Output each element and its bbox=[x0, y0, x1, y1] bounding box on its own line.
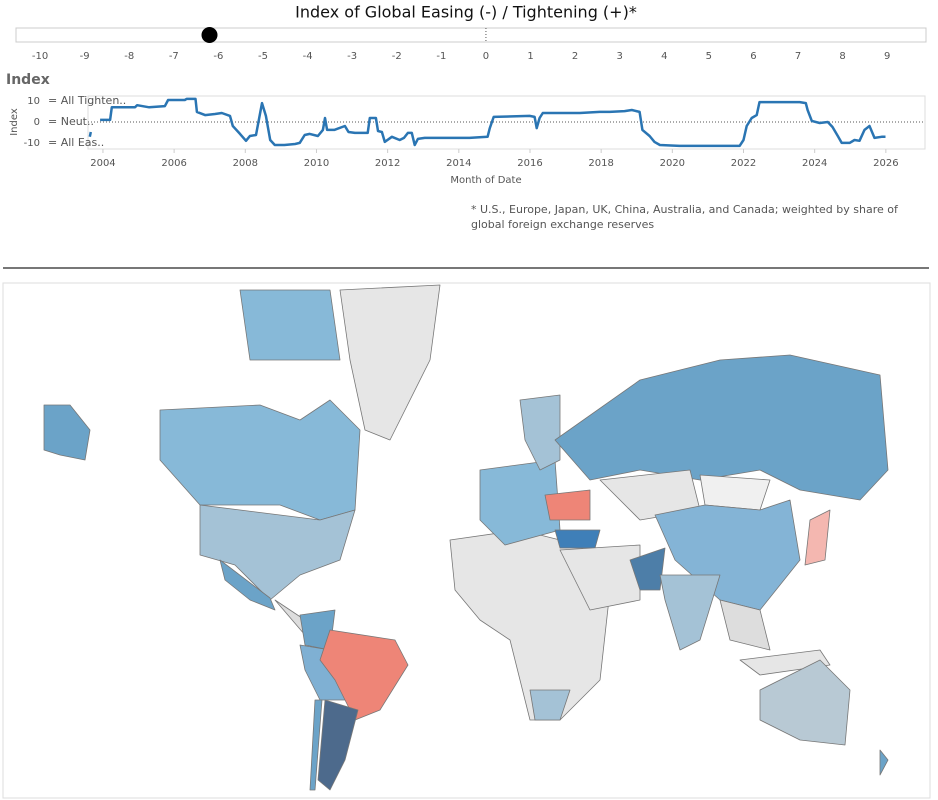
slider-tick-label: 9 bbox=[884, 51, 890, 62]
x-tick-label: 2018 bbox=[588, 158, 613, 169]
footnote: * U.S., Europe, Japan, UK, China, Austra… bbox=[471, 203, 899, 216]
line-series bbox=[88, 97, 886, 148]
y-tick-label: -10 bbox=[24, 138, 40, 149]
slider-tick-label: -6 bbox=[213, 51, 223, 62]
x-tick-label: 2024 bbox=[802, 158, 827, 169]
slider-tick-label: -8 bbox=[124, 51, 134, 62]
slider-tick-label: 7 bbox=[795, 51, 801, 62]
x-tick-label: 2016 bbox=[517, 158, 542, 169]
country[interactable] bbox=[239, 289, 341, 361]
slider-tick-label: 4 bbox=[661, 51, 667, 62]
x-tick-label: 2012 bbox=[375, 158, 400, 169]
x-tick-label: 2022 bbox=[731, 158, 756, 169]
country[interactable] bbox=[554, 354, 889, 501]
x-tick-label: 2004 bbox=[90, 158, 115, 169]
slider-tick-label: -9 bbox=[80, 51, 90, 62]
country[interactable] bbox=[719, 599, 771, 651]
country[interactable] bbox=[629, 547, 666, 591]
x-tick-label: 2020 bbox=[660, 158, 685, 169]
plot-frame bbox=[87, 95, 926, 150]
slider-title: Index of Global Easing (-) / Tightening … bbox=[295, 3, 637, 22]
country[interactable] bbox=[544, 489, 591, 521]
slider-tick-label: -1 bbox=[436, 51, 446, 62]
country[interactable] bbox=[319, 629, 409, 721]
slider-tick-label: 1 bbox=[527, 51, 533, 62]
x-axis-title: Month of Date bbox=[450, 175, 521, 186]
x-tick-label: 2006 bbox=[161, 158, 186, 169]
country[interactable] bbox=[699, 474, 771, 511]
slider-tick-label: 0 bbox=[483, 51, 489, 62]
footnote: global foreign exchange reserves bbox=[471, 218, 654, 231]
x-tick-label: 2026 bbox=[873, 158, 898, 169]
slider-track[interactable] bbox=[15, 27, 927, 43]
y-tick-label: 10 bbox=[27, 96, 40, 107]
country[interactable] bbox=[554, 529, 601, 549]
country[interactable] bbox=[804, 509, 831, 566]
x-tick-label: 2014 bbox=[446, 158, 471, 169]
slider-tick-label: -10 bbox=[32, 51, 48, 62]
x-tick-label: 2008 bbox=[233, 158, 258, 169]
y-tick-caption: = Neut.. bbox=[48, 115, 94, 128]
country[interactable] bbox=[43, 404, 91, 461]
country[interactable] bbox=[199, 504, 356, 601]
country[interactable] bbox=[317, 699, 359, 791]
country[interactable] bbox=[739, 649, 831, 676]
slider-tick-label: 6 bbox=[750, 51, 756, 62]
country[interactable] bbox=[519, 394, 561, 471]
country[interactable] bbox=[879, 749, 889, 776]
slider-tick-label: 8 bbox=[839, 51, 845, 62]
y-tick-caption: = All Eas.. bbox=[48, 136, 104, 149]
y-tick-caption: = All Tighten.. bbox=[48, 94, 126, 107]
slider-tick-label: -4 bbox=[303, 51, 313, 62]
slider-tick-label: 3 bbox=[617, 51, 623, 62]
country[interactable] bbox=[654, 499, 801, 611]
country[interactable] bbox=[219, 559, 276, 611]
y-tick-label: 0 bbox=[34, 117, 40, 128]
country[interactable] bbox=[339, 284, 441, 441]
y-axis-title: Index bbox=[9, 108, 20, 136]
slider-handle[interactable] bbox=[201, 27, 218, 43]
slider-tick-label: 5 bbox=[706, 51, 712, 62]
country[interactable] bbox=[309, 699, 323, 791]
map bbox=[2, 282, 931, 799]
slider-tick-label: 2 bbox=[572, 51, 578, 62]
x-tick-label: 2010 bbox=[304, 158, 329, 169]
country[interactable] bbox=[559, 544, 641, 611]
slider-tick-label: -5 bbox=[258, 51, 268, 62]
slider-tick-label: -3 bbox=[347, 51, 357, 62]
slider-tick-label: -7 bbox=[169, 51, 179, 62]
chart-header: Index bbox=[6, 72, 50, 88]
slider-tick-label: -2 bbox=[392, 51, 402, 62]
country[interactable] bbox=[529, 689, 571, 721]
country[interactable] bbox=[659, 574, 721, 651]
country[interactable] bbox=[759, 659, 851, 746]
